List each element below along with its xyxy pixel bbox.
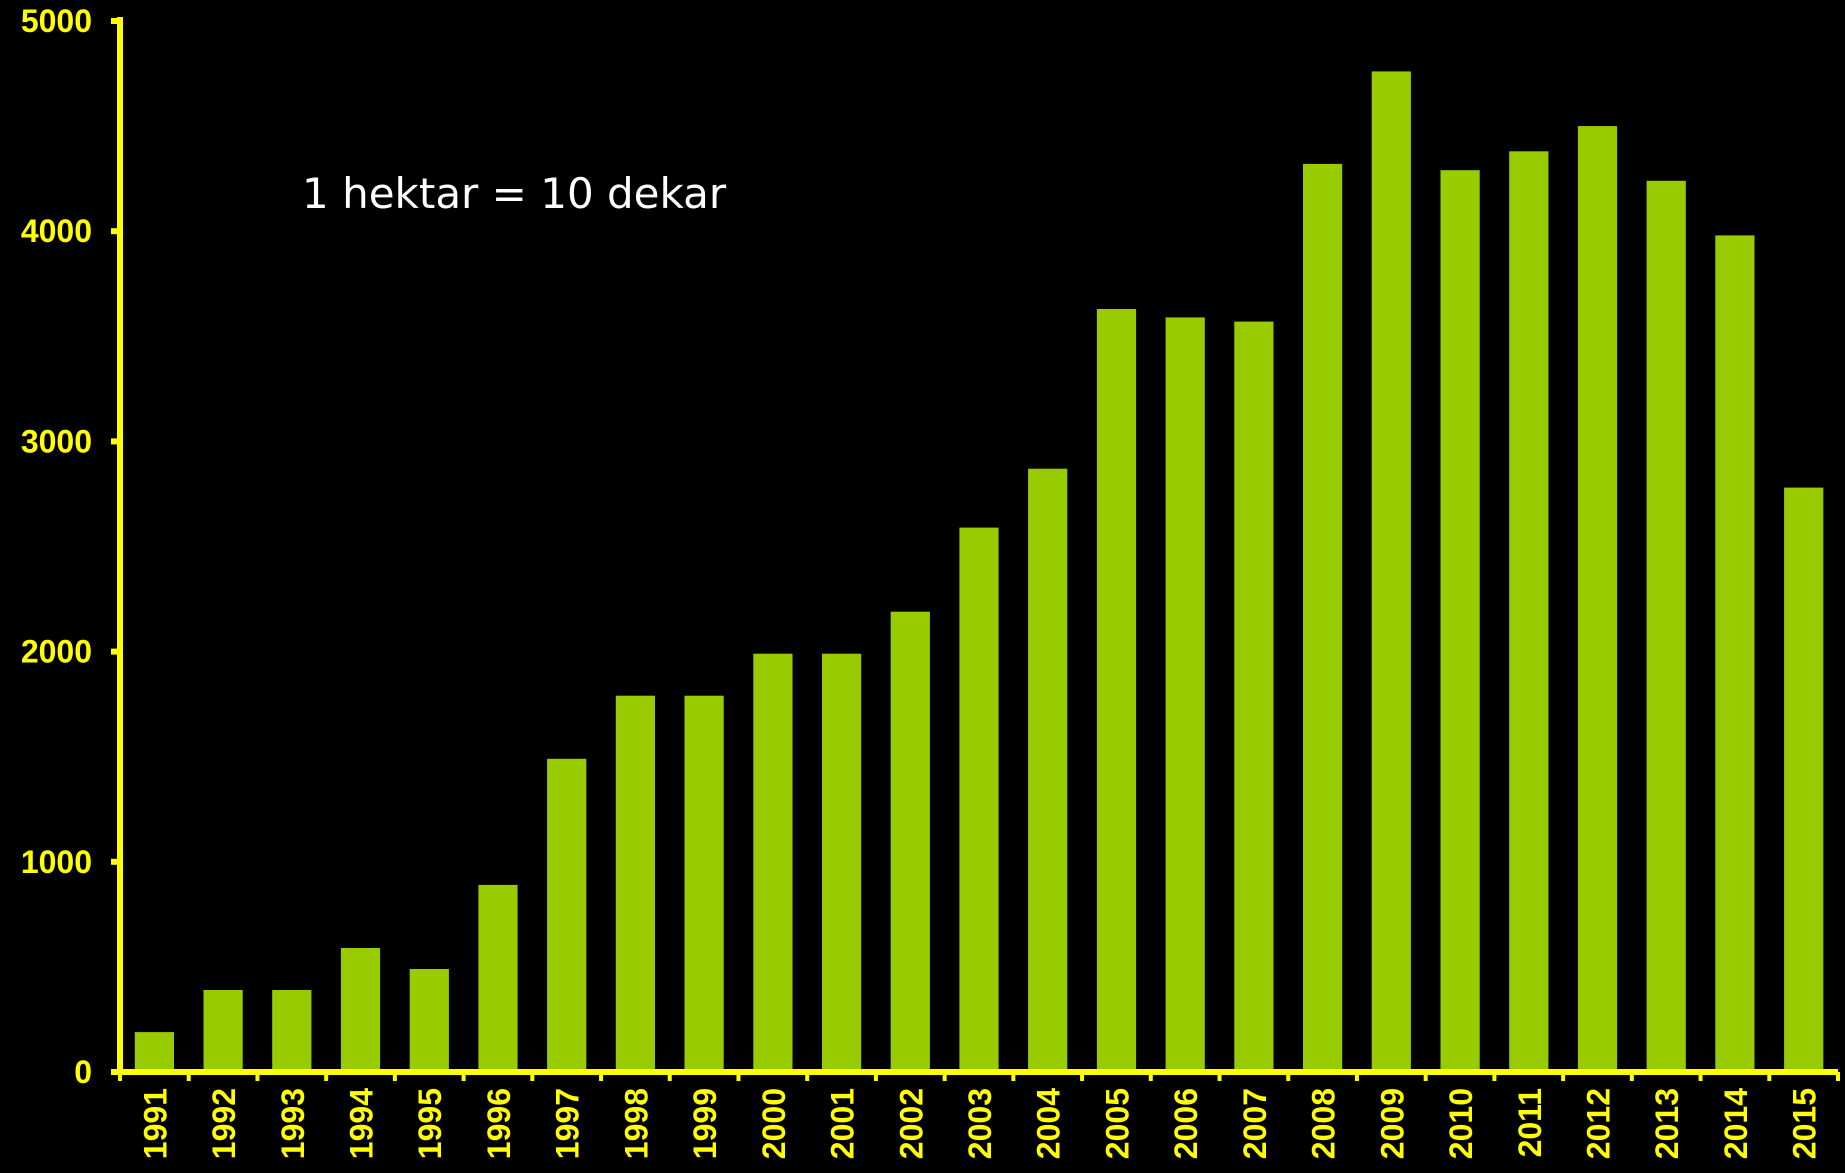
bar-group [134, 71, 1824, 1073]
x-tick-label-1999: 1999 [687, 1088, 723, 1159]
x-tick-label-2003: 2003 [962, 1088, 998, 1159]
x-tick-label-1996: 1996 [481, 1088, 517, 1159]
x-tick-label-2011: 2011 [1512, 1088, 1548, 1157]
x-tick-label-2009: 2009 [1374, 1088, 1410, 1159]
bar-2002 [890, 611, 930, 1072]
bar-1998 [615, 695, 655, 1072]
bar-2000 [753, 653, 793, 1072]
bar-2003 [959, 527, 999, 1072]
bar-1993 [272, 990, 312, 1072]
x-tick-label-1994: 1994 [344, 1088, 380, 1159]
bar-1992 [203, 990, 243, 1072]
x-tick-label-2005: 2005 [1099, 1088, 1135, 1159]
bar-2015 [1784, 487, 1824, 1073]
bar-1997 [547, 758, 587, 1072]
x-tick-label-2012: 2012 [1581, 1088, 1617, 1159]
x-tick-label-2007: 2007 [1237, 1088, 1273, 1159]
bar-2011 [1509, 151, 1549, 1073]
x-tick-label-1992: 1992 [206, 1088, 242, 1159]
bar-2014 [1715, 235, 1755, 1072]
x-tick-label-1997: 1997 [550, 1088, 586, 1159]
x-tick-label-2006: 2006 [1168, 1088, 1204, 1159]
y-tick-label-5000: 5000 [21, 3, 92, 39]
x-tick-label-2014: 2014 [1718, 1088, 1754, 1159]
x-tick-label-1991: 1991 [137, 1088, 173, 1159]
y-tick-label-2000: 2000 [21, 634, 92, 670]
y-tick-label-4000: 4000 [21, 213, 92, 249]
bar-2001 [822, 653, 862, 1072]
x-tick-label-2001: 2001 [825, 1088, 861, 1159]
x-tick-label-1998: 1998 [618, 1088, 654, 1159]
x-tick-label-2010: 2010 [1443, 1088, 1479, 1159]
y-tick-labels: 0 1000 2000 3000 4000 5000 [21, 3, 92, 1090]
bar-2006 [1165, 317, 1205, 1072]
x-tick-label-2002: 2002 [893, 1088, 929, 1159]
chart-annotation: 1 hektar = 10 dekar [302, 169, 727, 218]
x-tick-label-2008: 2008 [1306, 1088, 1342, 1159]
bar-2008 [1303, 163, 1343, 1072]
axes-group [111, 17, 1840, 1081]
bar-2012 [1577, 126, 1618, 1073]
bar-1996 [478, 884, 518, 1072]
bar-2013 [1646, 180, 1686, 1073]
bar-2004 [1028, 468, 1068, 1072]
x-tick-label-2015: 2015 [1787, 1088, 1823, 1159]
x-tick-labels: 1991 1992 1993 1994 1995 1996 1997 1998 1999 2000… [137, 1088, 1822, 1159]
x-tick-label-1995: 1995 [412, 1088, 448, 1159]
bar-1994 [340, 948, 381, 1072]
bar-2007 [1234, 321, 1274, 1073]
x-tick-label-2000: 2000 [756, 1088, 792, 1159]
bar-2009 [1371, 71, 1411, 1072]
y-tick-label-3000: 3000 [21, 423, 92, 459]
bar-1999 [684, 695, 724, 1072]
bar-2005 [1096, 309, 1137, 1072]
x-tick-label-2013: 2013 [1649, 1088, 1685, 1159]
x-tick-label-2004: 2004 [1031, 1088, 1067, 1159]
bar-2010 [1440, 170, 1480, 1072]
y-tick-label-1000: 1000 [21, 844, 92, 880]
bar-1995 [409, 969, 449, 1072]
bar-1991 [134, 1032, 174, 1072]
x-tick-label-1993: 1993 [275, 1088, 311, 1159]
y-tick-label-0: 0 [74, 1054, 92, 1090]
